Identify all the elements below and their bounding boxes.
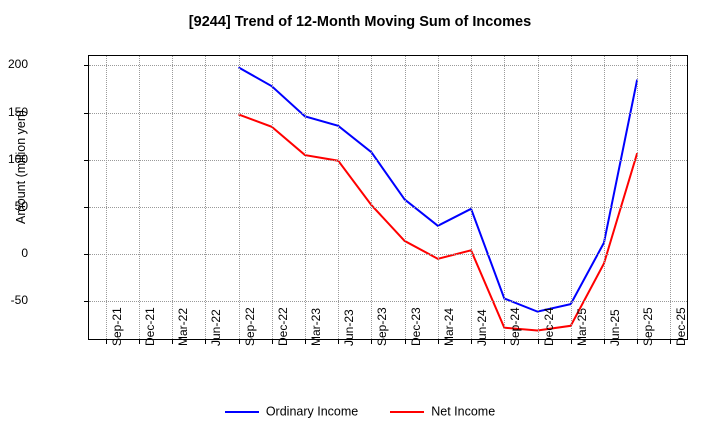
- x-tick-label: Dec-24: [541, 307, 556, 346]
- gridline-horizontal: [89, 112, 687, 114]
- gridline-vertical: [304, 56, 306, 339]
- y-tick-mark: [84, 159, 89, 161]
- gridline-vertical: [603, 56, 605, 339]
- x-tick-mark: [371, 339, 373, 344]
- y-tick-mark: [84, 112, 89, 114]
- x-tick-mark: [338, 339, 340, 344]
- gridline-vertical: [670, 56, 672, 339]
- gridline-vertical: [105, 56, 107, 339]
- x-tick-label: Mar-25: [574, 307, 589, 346]
- y-tick-label: 0: [21, 246, 28, 261]
- gridline-vertical: [537, 56, 539, 339]
- x-tick-label: Mar-24: [441, 307, 456, 346]
- gridline-vertical: [238, 56, 240, 339]
- gridline-vertical: [371, 56, 373, 339]
- gridline-vertical: [570, 56, 572, 339]
- x-tick-label: Dec-23: [408, 307, 423, 346]
- x-tick-label: Dec-21: [142, 307, 157, 346]
- x-tick-mark: [570, 339, 572, 344]
- x-tick-label: Jun-22: [209, 309, 224, 346]
- y-tick-label: 200: [7, 57, 28, 72]
- x-tick-mark: [670, 339, 672, 344]
- x-tick-label: Sep-25: [641, 307, 656, 346]
- legend-label: Net Income: [431, 405, 496, 420]
- gridline-vertical: [271, 56, 273, 339]
- legend-item: Ordinary Income: [224, 404, 359, 420]
- x-tick-mark: [537, 339, 539, 344]
- y-axis-label: Amount (million yen): [4, 0, 28, 340]
- gridline-horizontal: [89, 65, 687, 67]
- x-tick-mark: [637, 339, 639, 344]
- series-lines: [238, 66, 639, 332]
- x-tick-label: Mar-22: [176, 307, 191, 346]
- gridline-horizontal: [89, 301, 687, 303]
- x-tick-label: Mar-23: [308, 307, 323, 346]
- x-tick-label: Sep-22: [242, 307, 257, 346]
- x-tick-label: Jun-25: [607, 309, 622, 346]
- y-tick-label: -50: [10, 293, 28, 308]
- x-tick-mark: [404, 339, 406, 344]
- x-tick-mark: [504, 339, 506, 344]
- x-tick-label: Sep-23: [375, 307, 390, 346]
- x-tick-mark: [172, 339, 174, 344]
- gridline-horizontal: [89, 159, 687, 161]
- gridline-vertical: [637, 56, 639, 339]
- y-tick-mark: [84, 206, 89, 208]
- x-tick-mark: [471, 339, 473, 344]
- x-tick-label: Sep-21: [109, 307, 124, 346]
- gridline-vertical: [504, 56, 506, 339]
- legend-label: Ordinary Income: [265, 405, 359, 420]
- legend-item: Net Income: [390, 404, 495, 419]
- y-tick-mark: [84, 65, 89, 67]
- gridline-vertical: [437, 56, 439, 339]
- x-tick-mark: [205, 339, 207, 344]
- x-tick-label: Dec-25: [674, 307, 689, 346]
- gridline-horizontal: [89, 254, 687, 256]
- x-tick-label: Jun-24: [475, 309, 490, 346]
- x-tick-label: Sep-24: [508, 307, 523, 346]
- x-tick-label: Dec-22: [275, 307, 290, 346]
- x-tick-mark: [238, 339, 240, 344]
- gridline-horizontal: [89, 206, 687, 208]
- gridline-vertical: [205, 56, 207, 339]
- gridline-vertical: [404, 56, 406, 339]
- legend-swatch: [224, 411, 259, 414]
- y-tick-label: 100: [7, 151, 28, 166]
- x-tick-mark: [138, 339, 140, 344]
- x-tick-mark: [437, 339, 439, 344]
- y-tick-mark: [84, 301, 89, 303]
- x-tick-mark: [105, 339, 107, 344]
- legend-swatch: [390, 411, 425, 414]
- y-tick-label: 50: [14, 198, 28, 213]
- gridline-vertical: [138, 56, 140, 339]
- gridline-vertical: [338, 56, 340, 339]
- plot-area: [84, 55, 688, 344]
- x-tick-mark: [603, 339, 605, 344]
- x-tick-label: Jun-23: [342, 309, 357, 346]
- chart-legend: Ordinary Income Net Income: [0, 404, 720, 419]
- chart-title: [9244] Trend of 12-Month Moving Sum of I…: [188, 14, 532, 30]
- y-tick-mark: [84, 254, 89, 256]
- x-tick-mark: [271, 339, 273, 344]
- x-tick-mark: [304, 339, 306, 344]
- gridline-vertical: [471, 56, 473, 339]
- gridline-vertical: [172, 56, 174, 339]
- y-tick-label: 150: [7, 104, 28, 119]
